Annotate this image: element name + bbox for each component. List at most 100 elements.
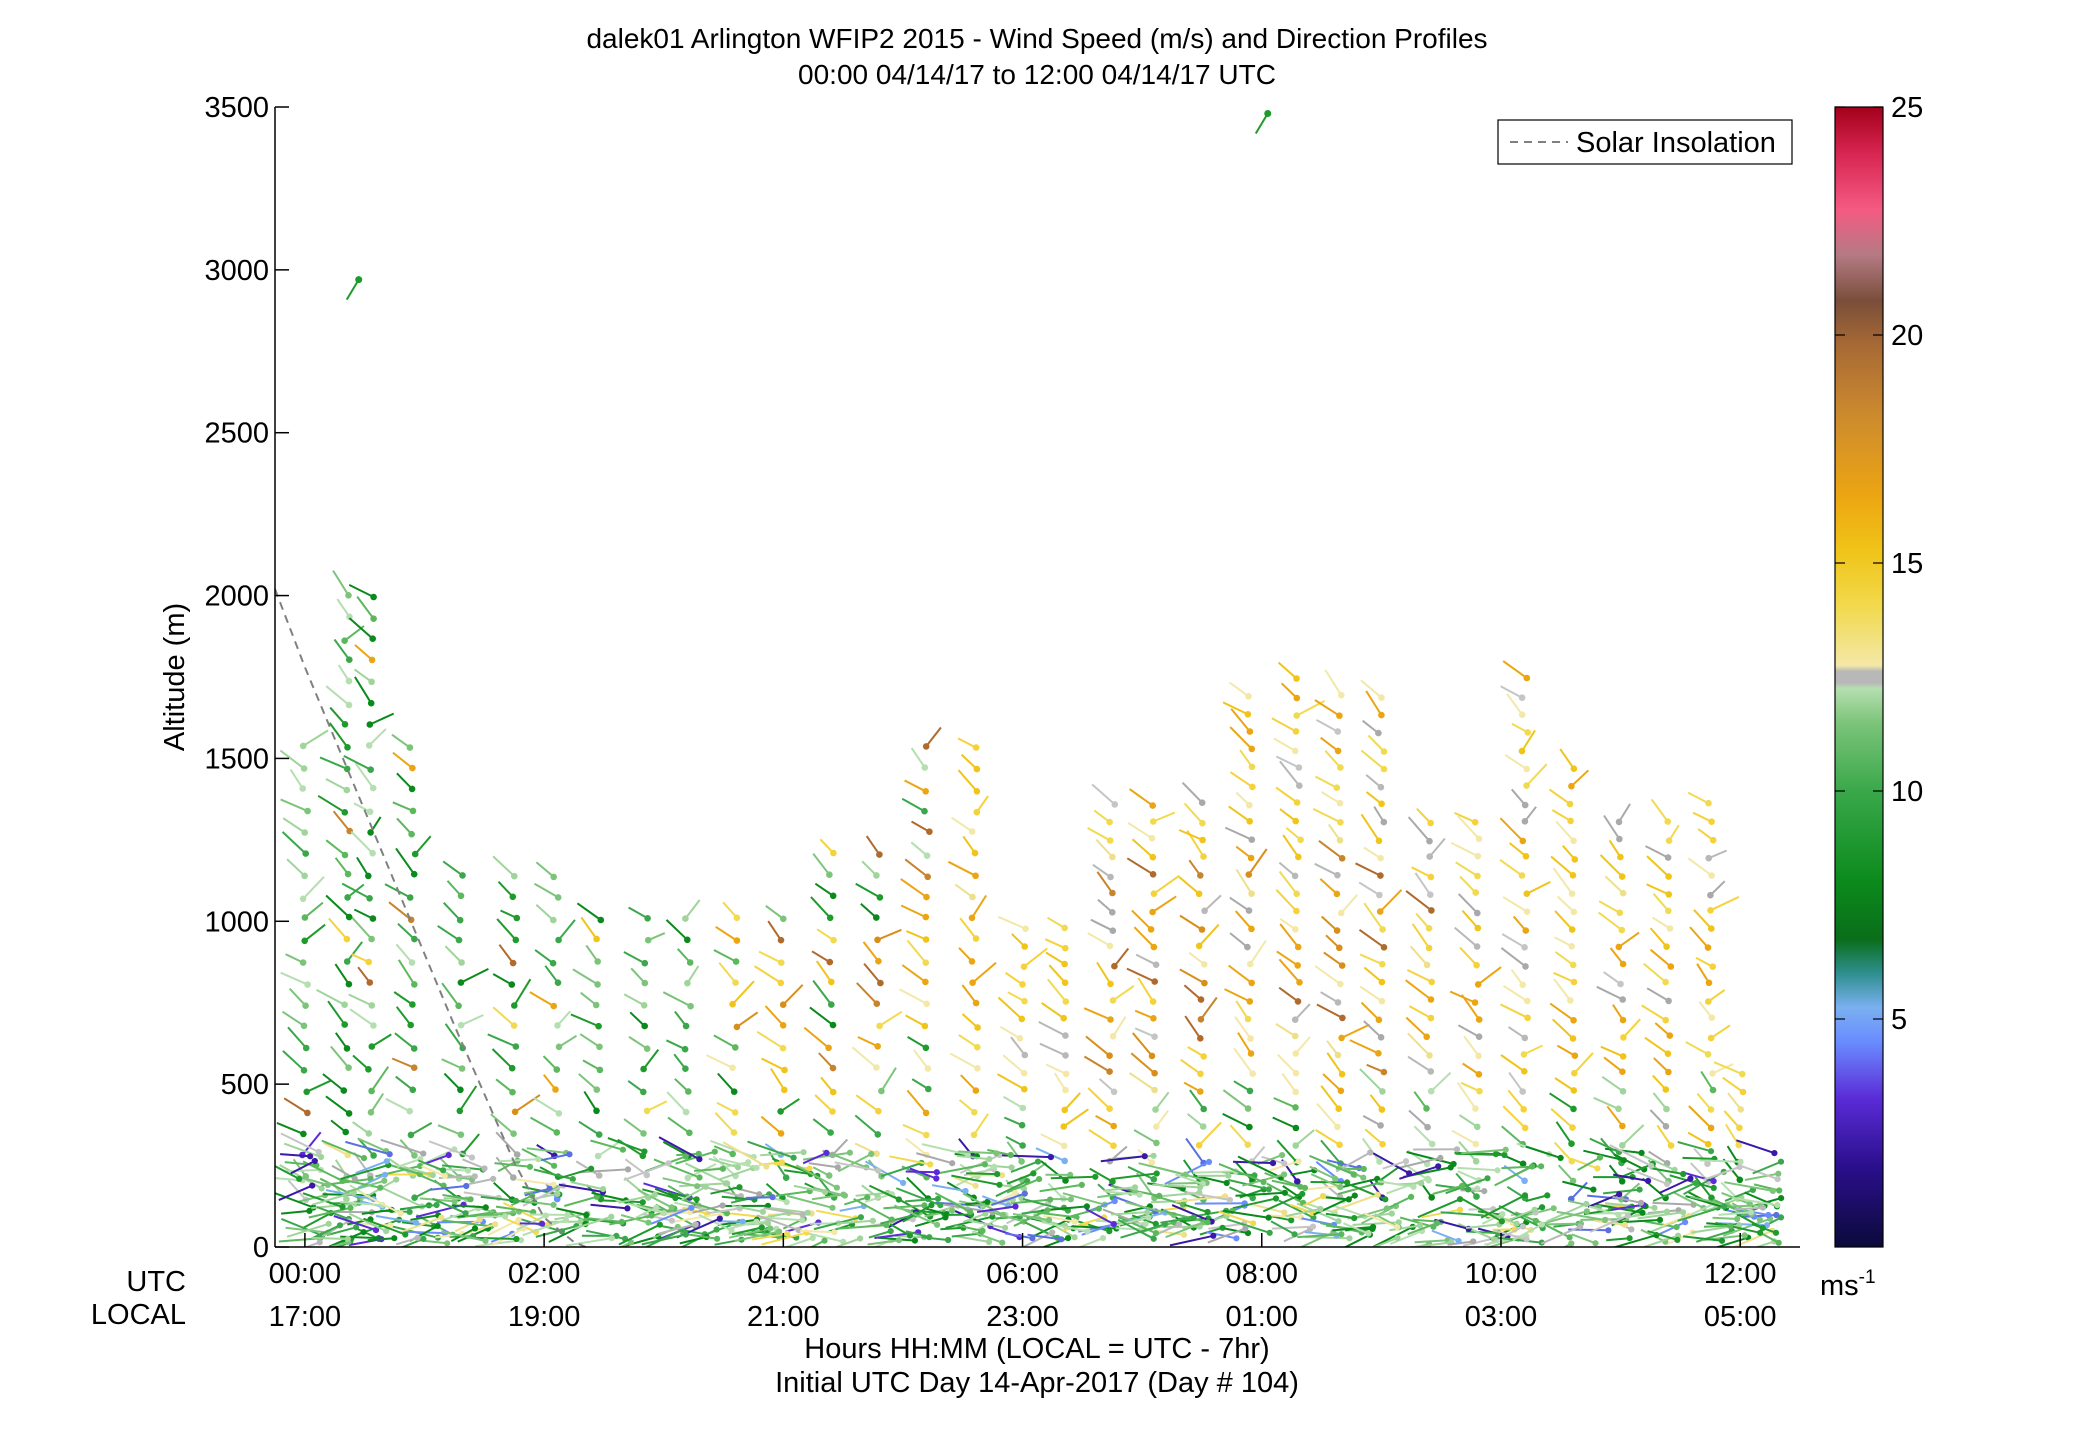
wind-barb	[1456, 862, 1478, 876]
wind-barb	[1319, 841, 1342, 859]
wind-barb	[1230, 933, 1247, 947]
wind-barb-point	[1571, 765, 1578, 772]
wind-barb	[1500, 818, 1522, 841]
wind-barb	[1362, 814, 1380, 841]
wind-barb	[903, 1205, 932, 1221]
wind-barb	[959, 1035, 978, 1047]
wind-barb-point	[511, 873, 518, 880]
wind-barb	[1464, 1036, 1479, 1056]
wind-barb-point	[1663, 1106, 1670, 1113]
wind-barb-point	[1199, 837, 1206, 844]
wind-barb-point	[1620, 1034, 1627, 1041]
wind-barb	[534, 1170, 573, 1180]
wind-barb-point	[513, 937, 520, 944]
wind-barb-point	[778, 959, 785, 966]
wind-barb-point	[346, 702, 353, 709]
wind-barb-point	[435, 1223, 441, 1229]
wind-barb-point	[1199, 799, 1206, 806]
wind-barb	[986, 1165, 1012, 1167]
wind-barb	[396, 944, 412, 962]
wind-barb-point	[969, 894, 976, 901]
wind-barb	[903, 1125, 926, 1135]
wind-barb-point	[1337, 800, 1344, 807]
wind-barb-point	[1249, 1070, 1256, 1077]
wind-barb-point	[1662, 979, 1669, 986]
wind-barb-point	[588, 1166, 594, 1172]
wind-barb-point	[1019, 1142, 1026, 1149]
wind-barb	[291, 770, 303, 789]
wind-barb-point	[1410, 1184, 1416, 1190]
wind-barb	[654, 1159, 700, 1177]
wind-barb	[1380, 890, 1401, 912]
wind-barb	[1501, 1055, 1524, 1071]
wind-barb	[477, 1216, 505, 1217]
wind-barb-point	[1665, 818, 1672, 825]
wind-barb	[415, 836, 431, 854]
wind-barb-point	[1472, 889, 1479, 896]
wind-barb	[1303, 1196, 1323, 1206]
wind-barb-point	[1335, 999, 1342, 1006]
wind-barb-point	[463, 1210, 469, 1216]
wind-barb	[1501, 948, 1525, 967]
wind-barb	[1084, 1008, 1110, 1019]
wind-barb-point	[1351, 1215, 1357, 1221]
wind-barb-point	[406, 1108, 413, 1115]
wind-barb-point	[411, 1045, 418, 1052]
wind-barb-point	[687, 1003, 694, 1010]
wind-barb	[762, 1059, 785, 1071]
wind-barb-point	[800, 1212, 806, 1218]
colorbar-tick-label: 5	[1891, 1004, 1907, 1036]
wind-barb	[1599, 901, 1620, 913]
wind-barb	[1604, 1057, 1622, 1071]
wind-barb-point	[682, 1046, 689, 1053]
wind-barb-point	[729, 1065, 736, 1072]
wind-barb-point	[1524, 908, 1531, 915]
wind-barb	[536, 905, 553, 920]
wind-barb	[497, 919, 516, 940]
wind-barb	[1282, 1074, 1295, 1092]
wind-barb-point	[822, 1189, 828, 1195]
wind-barb-point	[1338, 692, 1345, 699]
wind-barb	[1127, 969, 1155, 982]
wind-barb-point	[760, 1209, 766, 1215]
wind-barb	[1230, 683, 1249, 697]
wind-barb-point	[1475, 853, 1482, 860]
wind-barb-point	[1710, 1087, 1717, 1094]
wind-barb-point	[1072, 1219, 1078, 1225]
wind-barb-point	[1476, 1033, 1483, 1040]
wind-barb	[1601, 1047, 1623, 1057]
wind-barb-point	[1734, 1216, 1740, 1222]
wind-barb-point	[1522, 1192, 1528, 1198]
wind-barb-point	[1110, 927, 1117, 934]
wind-barb	[277, 1123, 304, 1134]
wind-barb-point	[1153, 1123, 1160, 1130]
wind-barb	[1704, 1226, 1730, 1227]
wind-barb-point	[1337, 764, 1344, 771]
wind-barb-point	[554, 1066, 561, 1073]
wind-barb	[305, 925, 325, 941]
wind-barb	[1736, 1140, 1774, 1153]
wind-barb-point	[1151, 1070, 1158, 1077]
wind-barb-point	[344, 894, 351, 901]
wind-barb	[999, 998, 1022, 1019]
wind-barb-point	[780, 916, 787, 923]
wind-barb-point	[1017, 1035, 1024, 1042]
wind-barb-point	[1111, 1089, 1118, 1096]
wind-barb-point	[1058, 1236, 1064, 1242]
wind-barb-point	[1143, 1221, 1149, 1227]
wind-barb	[1064, 1109, 1089, 1126]
wind-barb	[952, 818, 973, 832]
wind-barb-point	[539, 1221, 545, 1227]
wind-barb-point	[1068, 1196, 1074, 1202]
wind-barb-point	[1760, 1225, 1766, 1231]
wind-barb-point	[555, 979, 562, 986]
wind-barb-point	[1663, 1086, 1670, 1093]
wind-barb-point	[896, 1237, 902, 1243]
wind-barb	[1623, 1019, 1640, 1037]
wind-barb	[1341, 895, 1357, 913]
wind-barb	[1644, 964, 1666, 982]
wind-barb-point	[1428, 996, 1435, 1003]
wind-barb-point	[1019, 981, 1026, 988]
wind-barb-point	[767, 1225, 773, 1231]
wind-barb	[1313, 809, 1340, 822]
